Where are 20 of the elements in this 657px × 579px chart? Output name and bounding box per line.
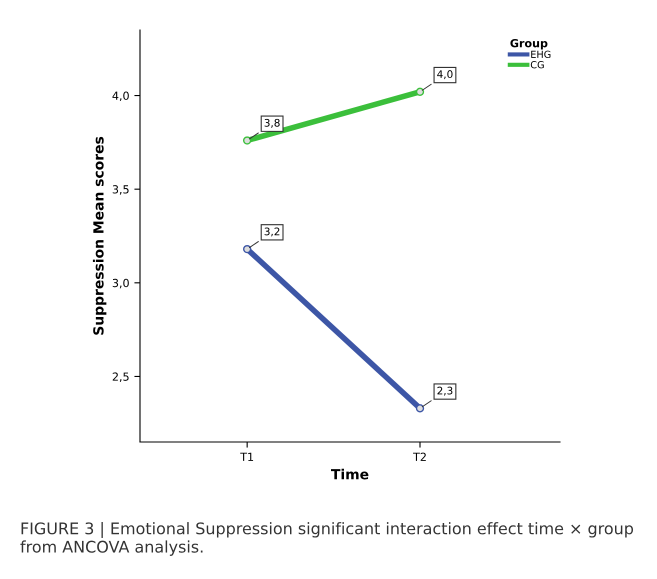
data-label: 3,2: [264, 227, 280, 236]
y-tick-label: 3,0: [112, 278, 129, 288]
y-tick-label: 4,0: [112, 92, 129, 102]
x-axis-title: Time: [331, 468, 368, 480]
x-tick-label: T2: [413, 452, 426, 461]
y-axis-title: Suppression Mean scores: [92, 136, 106, 335]
legend-title: Group: [510, 38, 548, 50]
data-label: 4,0: [437, 70, 453, 80]
point: [416, 88, 424, 96]
point: [242, 244, 252, 254]
data-label: 2,3: [437, 386, 452, 396]
point: [416, 404, 424, 412]
point: [242, 136, 252, 145]
legend-label: EHG: [531, 50, 550, 58]
y-tick-label: 2,5: [112, 372, 129, 382]
caption: FIGURE 3 | Emotional Suppression significant interaction effect time × group from ANCOVA analysis.: [20, 522, 634, 556]
y-tick-label: 3,5: [112, 185, 129, 195]
x-tick-label: T1: [240, 452, 254, 461]
legend-label: CG: [530, 61, 544, 68]
data-label: 3,8: [264, 118, 280, 128]
